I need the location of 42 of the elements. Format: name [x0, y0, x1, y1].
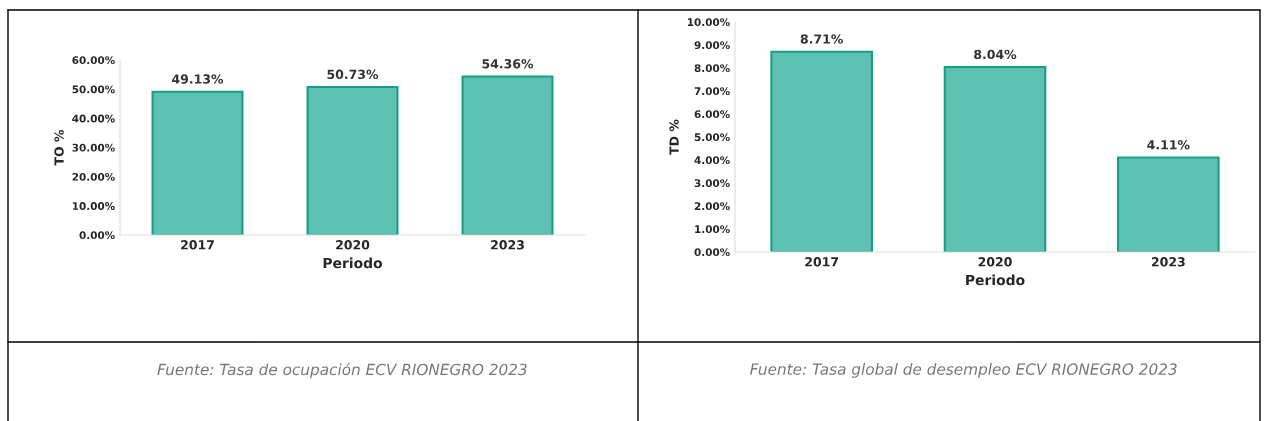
y-tick-label: 20.00% — [72, 172, 115, 181]
y-tick-label: 60.00% — [72, 56, 115, 65]
y-tick-label: 30.00% — [72, 143, 115, 152]
y-tick-label: 5.00% — [694, 133, 730, 142]
y-tick-label: 8.00% — [694, 64, 730, 73]
bar — [306, 86, 399, 235]
y-tick-label: 40.00% — [72, 114, 115, 123]
data-label: 49.13% — [172, 74, 224, 84]
y-axis-title: TO % — [54, 129, 64, 166]
source-note: Fuente: Tasa global de desempleo ECV RIONEGRO 2023 — [750, 363, 1177, 378]
data-label: 8.04% — [974, 49, 1017, 60]
bar — [1117, 156, 1220, 252]
x-tick-label: 2020 — [978, 257, 1012, 267]
y-tick-label: 0.00% — [79, 231, 115, 240]
x-axis-title: Periodo — [323, 257, 383, 269]
x-axis-title: Periodo — [966, 274, 1025, 286]
y-tick-label: 3.00% — [694, 179, 730, 188]
data-label: 50.73% — [327, 69, 379, 80]
y-tick-label: 4.00% — [694, 156, 730, 165]
y-tick-label: 9.00% — [694, 41, 730, 50]
x-tick-label: 2023 — [491, 240, 524, 250]
y-axis-title: TD % — [669, 119, 679, 155]
y-tick-label: 7.00% — [694, 87, 730, 96]
source-note: Fuente: Tasa de ocupación ECV RIONEGRO 2023 — [157, 362, 527, 379]
data-label: 4.11% — [1147, 140, 1190, 150]
y-tick-label: 0.00% — [694, 248, 730, 257]
x-tick-label: 2023 — [1151, 257, 1185, 267]
data-label: 54.36% — [482, 59, 534, 69]
y-tick-label: 1.00% — [695, 225, 730, 234]
bar — [943, 66, 1047, 252]
y-tick-label: 10.00% — [687, 18, 730, 27]
x-tick-label: 2017 — [181, 240, 214, 250]
data-label: 8.71% — [800, 34, 843, 44]
y-tick-label: 10.00% — [72, 202, 115, 210]
bar — [461, 75, 554, 235]
x-tick-label: 2020 — [336, 240, 370, 250]
y-tick-label: 6.00% — [694, 110, 730, 119]
y-tick-label: 50.00% — [72, 85, 115, 94]
x-tick-label: 2017 — [805, 257, 839, 267]
bar — [151, 90, 244, 235]
y-tick-label: 2.00% — [694, 202, 730, 211]
bar — [770, 50, 873, 252]
